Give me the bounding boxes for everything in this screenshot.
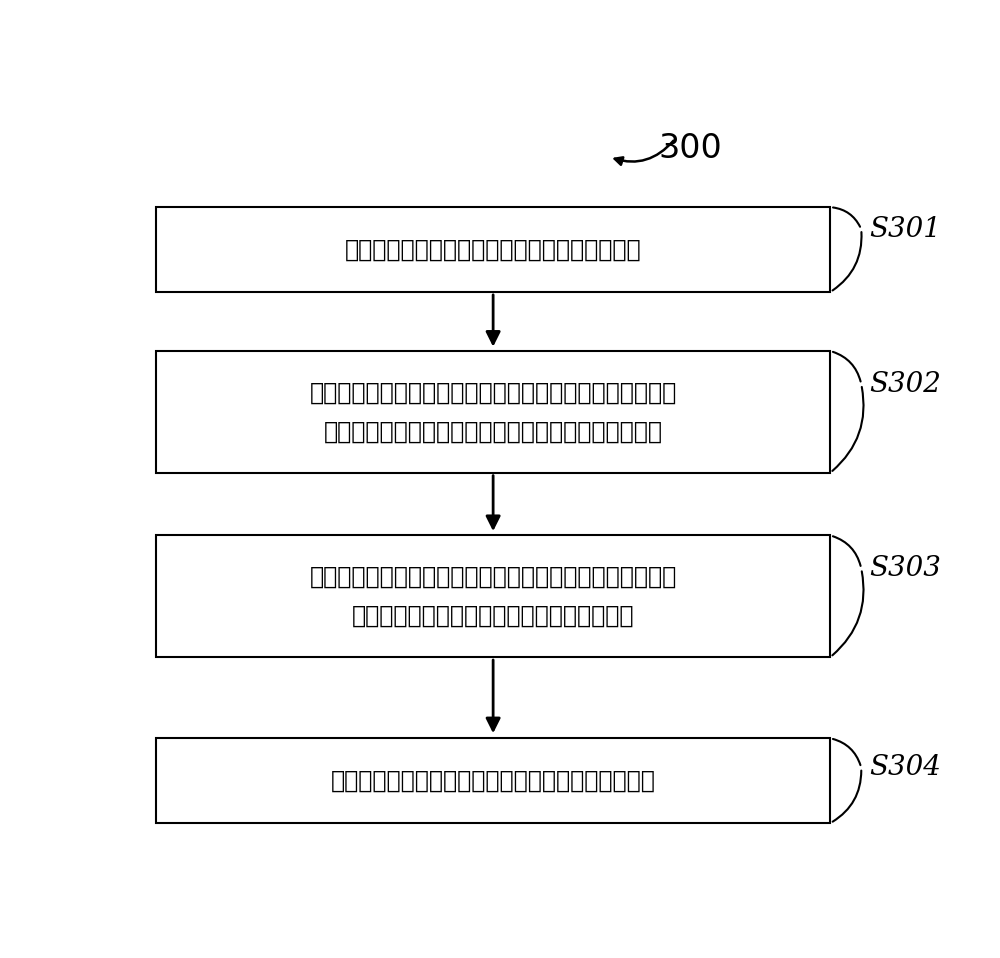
Bar [156, 536, 830, 657]
FancyArrowPatch shape [833, 536, 861, 566]
Text: 300: 300 [659, 131, 723, 165]
Bar [156, 207, 830, 292]
FancyArrowPatch shape [833, 208, 860, 227]
Bar [156, 351, 830, 472]
Text: 将各子区域的信号波形图与其周围相邻子区域的信号波形图
进行配准对齐，以获得配准对齐后子区域的信号波形图: 将各子区域的信号波形图与其周围相邻子区域的信号波形图 进行配准对齐，以获得配准对… [310, 380, 677, 444]
Text: S302: S302 [869, 371, 941, 398]
FancyArrowPatch shape [833, 770, 861, 822]
FancyArrowPatch shape [615, 141, 673, 165]
Text: S301: S301 [869, 216, 941, 242]
FancyArrowPatch shape [832, 387, 864, 471]
Text: 基于信号波形模板和配准对齐后子区域的信号波形图进行相
关性计算，以确定晶圆中待量测区域的边缘点: 基于信号波形模板和配准对齐后子区域的信号波形图进行相 关性计算，以确定晶圆中待量… [310, 564, 677, 627]
Text: S304: S304 [869, 754, 941, 782]
FancyArrowPatch shape [833, 352, 861, 381]
Text: 根据晶圆中待量测区域的边缘点量测晶圆的关键尺寸: 根据晶圆中待量测区域的边缘点量测晶圆的关键尺寸 [331, 768, 656, 792]
FancyArrowPatch shape [832, 571, 864, 655]
Text: S303: S303 [869, 555, 941, 582]
Bar [156, 739, 830, 823]
FancyArrowPatch shape [833, 232, 862, 290]
Text: 获取晶圆中待量测区域的各子区域的信号波形图: 获取晶圆中待量测区域的各子区域的信号波形图 [345, 238, 641, 262]
FancyArrowPatch shape [833, 739, 860, 765]
